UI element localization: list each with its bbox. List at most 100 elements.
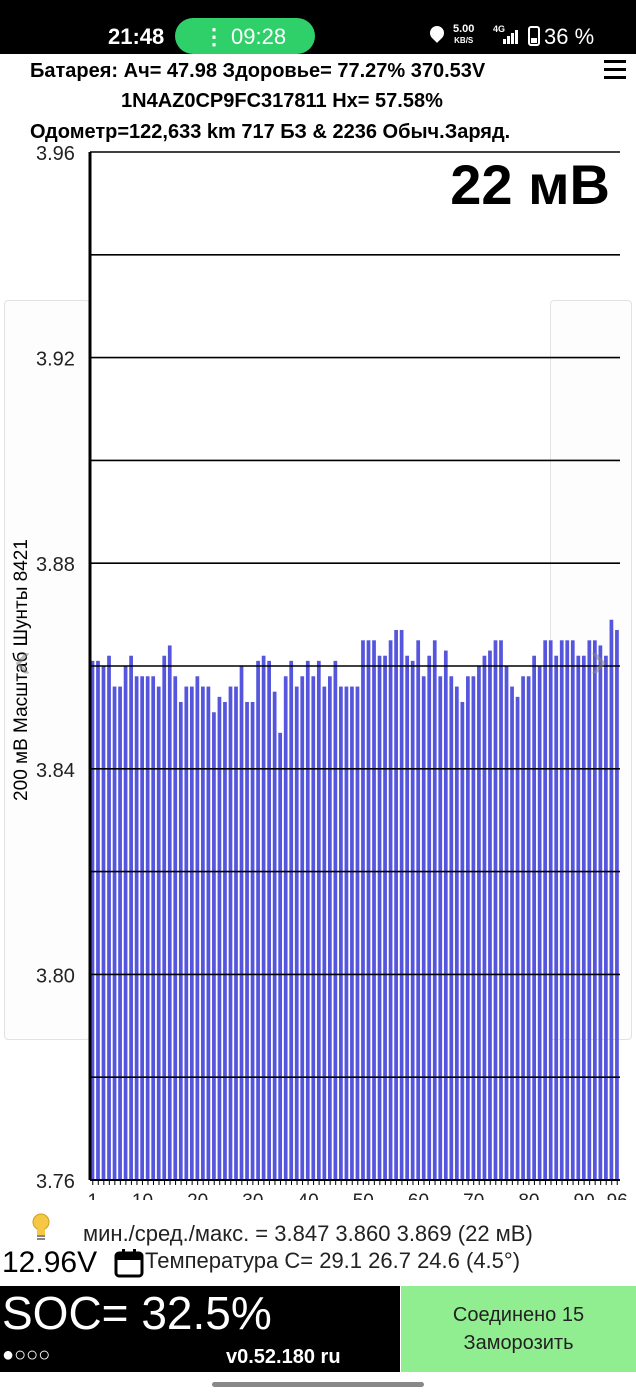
chart-bar [598, 645, 603, 1180]
chart-bar [350, 686, 354, 1180]
chart-bar [438, 676, 443, 1180]
chart-bar [377, 655, 382, 1180]
calendar-icon[interactable] [114, 1248, 144, 1278]
chart-bar [449, 676, 454, 1180]
chevron-right-icon[interactable]: › [590, 631, 608, 689]
chart-bar [289, 660, 294, 1180]
chart-bar [217, 696, 222, 1180]
vin-and-hx: 1N4AZ0CP9FC317811 Нх= 57.58% [121, 90, 443, 112]
chart-bar [173, 676, 178, 1180]
hamburger-menu-icon[interactable] [604, 60, 626, 80]
chart-bar [278, 732, 283, 1180]
chart-bar [454, 686, 459, 1180]
clock: 21:48 [108, 24, 165, 49]
chart-bar [256, 660, 260, 1180]
status-bar: 21:48 ⋮ 09:28 5.00 KB/S 4G 36 % [0, 0, 636, 54]
chart-bar [145, 676, 150, 1180]
aux-battery-voltage: 12.96V [2, 1246, 98, 1279]
chart-bar [151, 676, 156, 1180]
y-tick-label: 3.84 [36, 760, 75, 782]
y-tick-label: 3.76 [36, 1171, 75, 1193]
soc-panel: SOC= 32.5% ●○○○ v0.52.180 ru [0, 1286, 400, 1372]
chart-bar [189, 686, 194, 1180]
chart-bar [156, 686, 161, 1180]
chart-bar [311, 676, 316, 1180]
chart-bar [300, 676, 305, 1180]
chart-bar [493, 640, 498, 1180]
chart-bar [427, 655, 432, 1180]
chevron-left-icon[interactable]: ‹ [14, 631, 32, 689]
chart-bar [272, 691, 277, 1180]
chart-bar [178, 701, 183, 1180]
chart-bar [212, 712, 216, 1180]
soc-value: SOC= 32.5% [2, 1287, 272, 1339]
chart-bar [316, 660, 321, 1180]
network-speed: 5.00 KB/S [453, 23, 475, 46]
chart-bar [123, 666, 128, 1180]
chart-bar [118, 686, 122, 1180]
odometer-line: Одометр=122,633 km 717 БЗ & 2236 Обыч.За… [30, 121, 511, 143]
chart-bar [581, 655, 586, 1180]
chart-bar [405, 655, 410, 1180]
chart-bar [294, 686, 299, 1180]
chart-bar [134, 676, 139, 1180]
chart-bar [460, 701, 465, 1180]
y-tick-label: 3.80 [36, 965, 75, 987]
chart-bar [96, 660, 100, 1180]
call-timer-pill[interactable]: ⋮ 09:28 [175, 18, 315, 54]
connect-freeze-button[interactable]: Соединено 15 Заморозить [401, 1286, 636, 1372]
chart-bar [587, 640, 592, 1180]
lightbulb-icon[interactable] [30, 1212, 52, 1242]
chart-bar [504, 666, 509, 1180]
battery-summary: Батарея: Ач= 47.98 Здоровье= 77.27% 370.… [30, 60, 486, 82]
spread-value: 22 мВ [450, 153, 610, 216]
chart-bar [416, 640, 421, 1180]
page-indicator[interactable]: ●○○○ [2, 1344, 51, 1366]
chart-bar [112, 686, 117, 1180]
signal-icon [503, 30, 518, 44]
chart-bar [383, 655, 387, 1180]
battery-icon [528, 26, 540, 46]
chart-bar [283, 676, 288, 1180]
chart-bar [466, 676, 470, 1180]
x-tick-label: 60 [408, 1191, 429, 1200]
chart-bar [355, 686, 360, 1180]
gesture-nav-handle[interactable] [212, 1382, 424, 1387]
chart-bar [228, 686, 233, 1180]
chart-bar [333, 660, 338, 1180]
chart-bar [421, 676, 426, 1180]
x-tick-label: 50 [353, 1191, 374, 1200]
chart-bar [361, 640, 365, 1180]
call-indicator-icon: ⋮ [203, 24, 225, 49]
chart-bar [344, 686, 349, 1180]
chart-bar [477, 666, 481, 1180]
temperature: Температура С= 29.1 26.7 24.6 (4.5°) [145, 1248, 521, 1273]
chart-bar [410, 660, 415, 1180]
chart-bar [565, 640, 570, 1180]
chart-bar [234, 686, 238, 1180]
chart-bar [184, 686, 189, 1180]
chart-bar [604, 655, 608, 1180]
y-tick-label: 3.96 [36, 143, 75, 165]
chart-bar [532, 655, 536, 1180]
location-icon [427, 23, 447, 43]
chart-bar [592, 640, 597, 1180]
y-tick-label: 3.88 [36, 554, 75, 576]
x-tick-label: 40 [298, 1191, 319, 1200]
chart-bar [510, 686, 514, 1180]
chart-bar [394, 630, 398, 1180]
connect-status: Соединено 15 [452, 1304, 585, 1326]
app-version: v0.52.180 ru [226, 1346, 341, 1368]
chart-bar [245, 701, 249, 1180]
chart-bar [548, 640, 553, 1180]
call-timer: 09:28 [231, 24, 287, 49]
chart-bar [388, 640, 393, 1180]
chart-bar [399, 630, 404, 1180]
chart-bar [322, 686, 327, 1180]
chart-bar [432, 640, 437, 1180]
chart-bar [339, 686, 343, 1180]
chart-bar [482, 655, 487, 1180]
chart-bar [526, 676, 531, 1180]
chart-bar [488, 650, 492, 1180]
chart-bar [515, 696, 520, 1180]
